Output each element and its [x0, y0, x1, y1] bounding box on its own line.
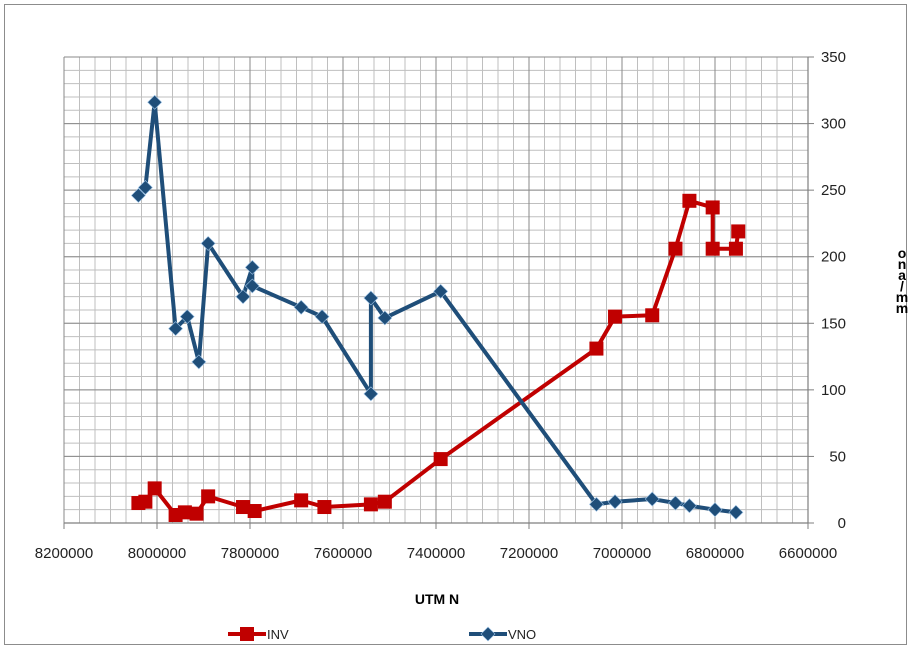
series-vno — [130, 94, 744, 520]
series-layer — [130, 94, 746, 523]
series-inv-point — [236, 500, 251, 515]
axes — [63, 56, 814, 529]
y-tick-label: 300 — [821, 116, 846, 133]
series-inv-point — [317, 500, 332, 515]
series-vno-point — [644, 491, 660, 507]
legend-inv-point — [240, 627, 254, 641]
series-vno-point — [589, 496, 604, 512]
series-inv-point — [138, 494, 153, 509]
series-vno-point — [668, 495, 683, 511]
x-tick-label: 7200000 — [500, 545, 558, 562]
series-inv-point — [705, 241, 720, 256]
y-axis-title-char: m — [896, 289, 908, 305]
x-tick-label: 8200000 — [35, 545, 93, 562]
series-inv-point — [363, 497, 378, 512]
y-tick-labels: 0 50 100 150 200 250 300 350 — [821, 49, 846, 532]
series-vno-point — [607, 494, 623, 510]
x-tick-label: 6600000 — [779, 545, 837, 562]
series-vno-point — [682, 498, 697, 514]
y-axis-title-char: n — [898, 256, 907, 272]
series-vno-point — [377, 310, 393, 326]
y-tick-label: 50 — [829, 448, 846, 465]
series-inv-point — [177, 505, 192, 520]
series-inv-point — [201, 489, 216, 504]
series-vno-point — [168, 321, 184, 337]
series-inv — [131, 193, 746, 523]
series-vno-point — [728, 504, 744, 520]
series-inv-point — [668, 241, 683, 256]
series-vno-point — [244, 278, 260, 294]
series-inv-point — [247, 504, 262, 519]
series-vno-point — [244, 259, 260, 275]
series-vno-point — [147, 94, 163, 110]
series-inv-point — [377, 494, 392, 509]
grid-lines — [63, 56, 809, 524]
legend: INV VNO — [228, 626, 536, 642]
legend-vno-point — [480, 626, 496, 642]
legend-item-vno: VNO — [469, 626, 536, 642]
legend-label: INV — [267, 627, 289, 642]
x-axis-title: UTM N — [415, 591, 459, 607]
y-axis-title-char: m — [896, 300, 908, 316]
x-tick-label: 7600000 — [314, 545, 372, 562]
series-vno-point — [179, 309, 195, 325]
series-inv-point — [589, 341, 604, 356]
series-vno-point — [235, 289, 251, 305]
legend-label: VNO — [508, 627, 536, 642]
series-inv-point — [189, 506, 204, 521]
series-vno-point — [314, 309, 330, 325]
y-tick-label: 0 — [838, 515, 846, 532]
y-axis-title-char: o — [898, 245, 907, 261]
y-axis-title-char: / — [900, 278, 904, 294]
series-inv-point — [433, 452, 448, 467]
series-vno-point — [363, 290, 379, 306]
x-tick-label: 6800000 — [686, 545, 744, 562]
x-tick-label: 7400000 — [407, 545, 465, 562]
series-vno-point — [363, 386, 379, 402]
y-axis-title-char: a — [898, 267, 906, 283]
x-tick-label: 8000000 — [128, 545, 186, 562]
y-tick-label: 100 — [821, 382, 846, 399]
series-inv-point — [682, 193, 697, 208]
x-tick-label: 7800000 — [221, 545, 279, 562]
y-axis-title: o n a / m m — [896, 245, 908, 316]
y-tick-label: 350 — [821, 49, 846, 66]
series-inv-point — [608, 309, 623, 324]
series-inv-point — [147, 481, 162, 496]
x-tick-labels: 8200000 8000000 7800000 7600000 7400000 72000… — [35, 545, 837, 562]
series-inv-line — [138, 198, 741, 518]
series-vno-point — [130, 188, 146, 203]
x-tick-label: 7000000 — [593, 545, 651, 562]
series-vno-point — [191, 354, 207, 370]
series-inv-point — [731, 224, 746, 239]
legend-item-inv: INV — [228, 627, 289, 642]
series-inv-point — [728, 241, 743, 256]
y-tick-label: 150 — [821, 315, 846, 332]
series-vno-point — [433, 283, 449, 299]
series-vno-point — [293, 299, 309, 315]
y-tick-label: 250 — [821, 182, 846, 199]
series-inv-point — [294, 493, 309, 508]
y-tick-label: 200 — [821, 249, 846, 266]
series-inv-point — [645, 308, 660, 323]
series-vno-point — [707, 502, 723, 518]
series-vno-point — [137, 180, 153, 195]
series-vno-point — [200, 235, 216, 251]
series-inv-point — [705, 200, 720, 215]
